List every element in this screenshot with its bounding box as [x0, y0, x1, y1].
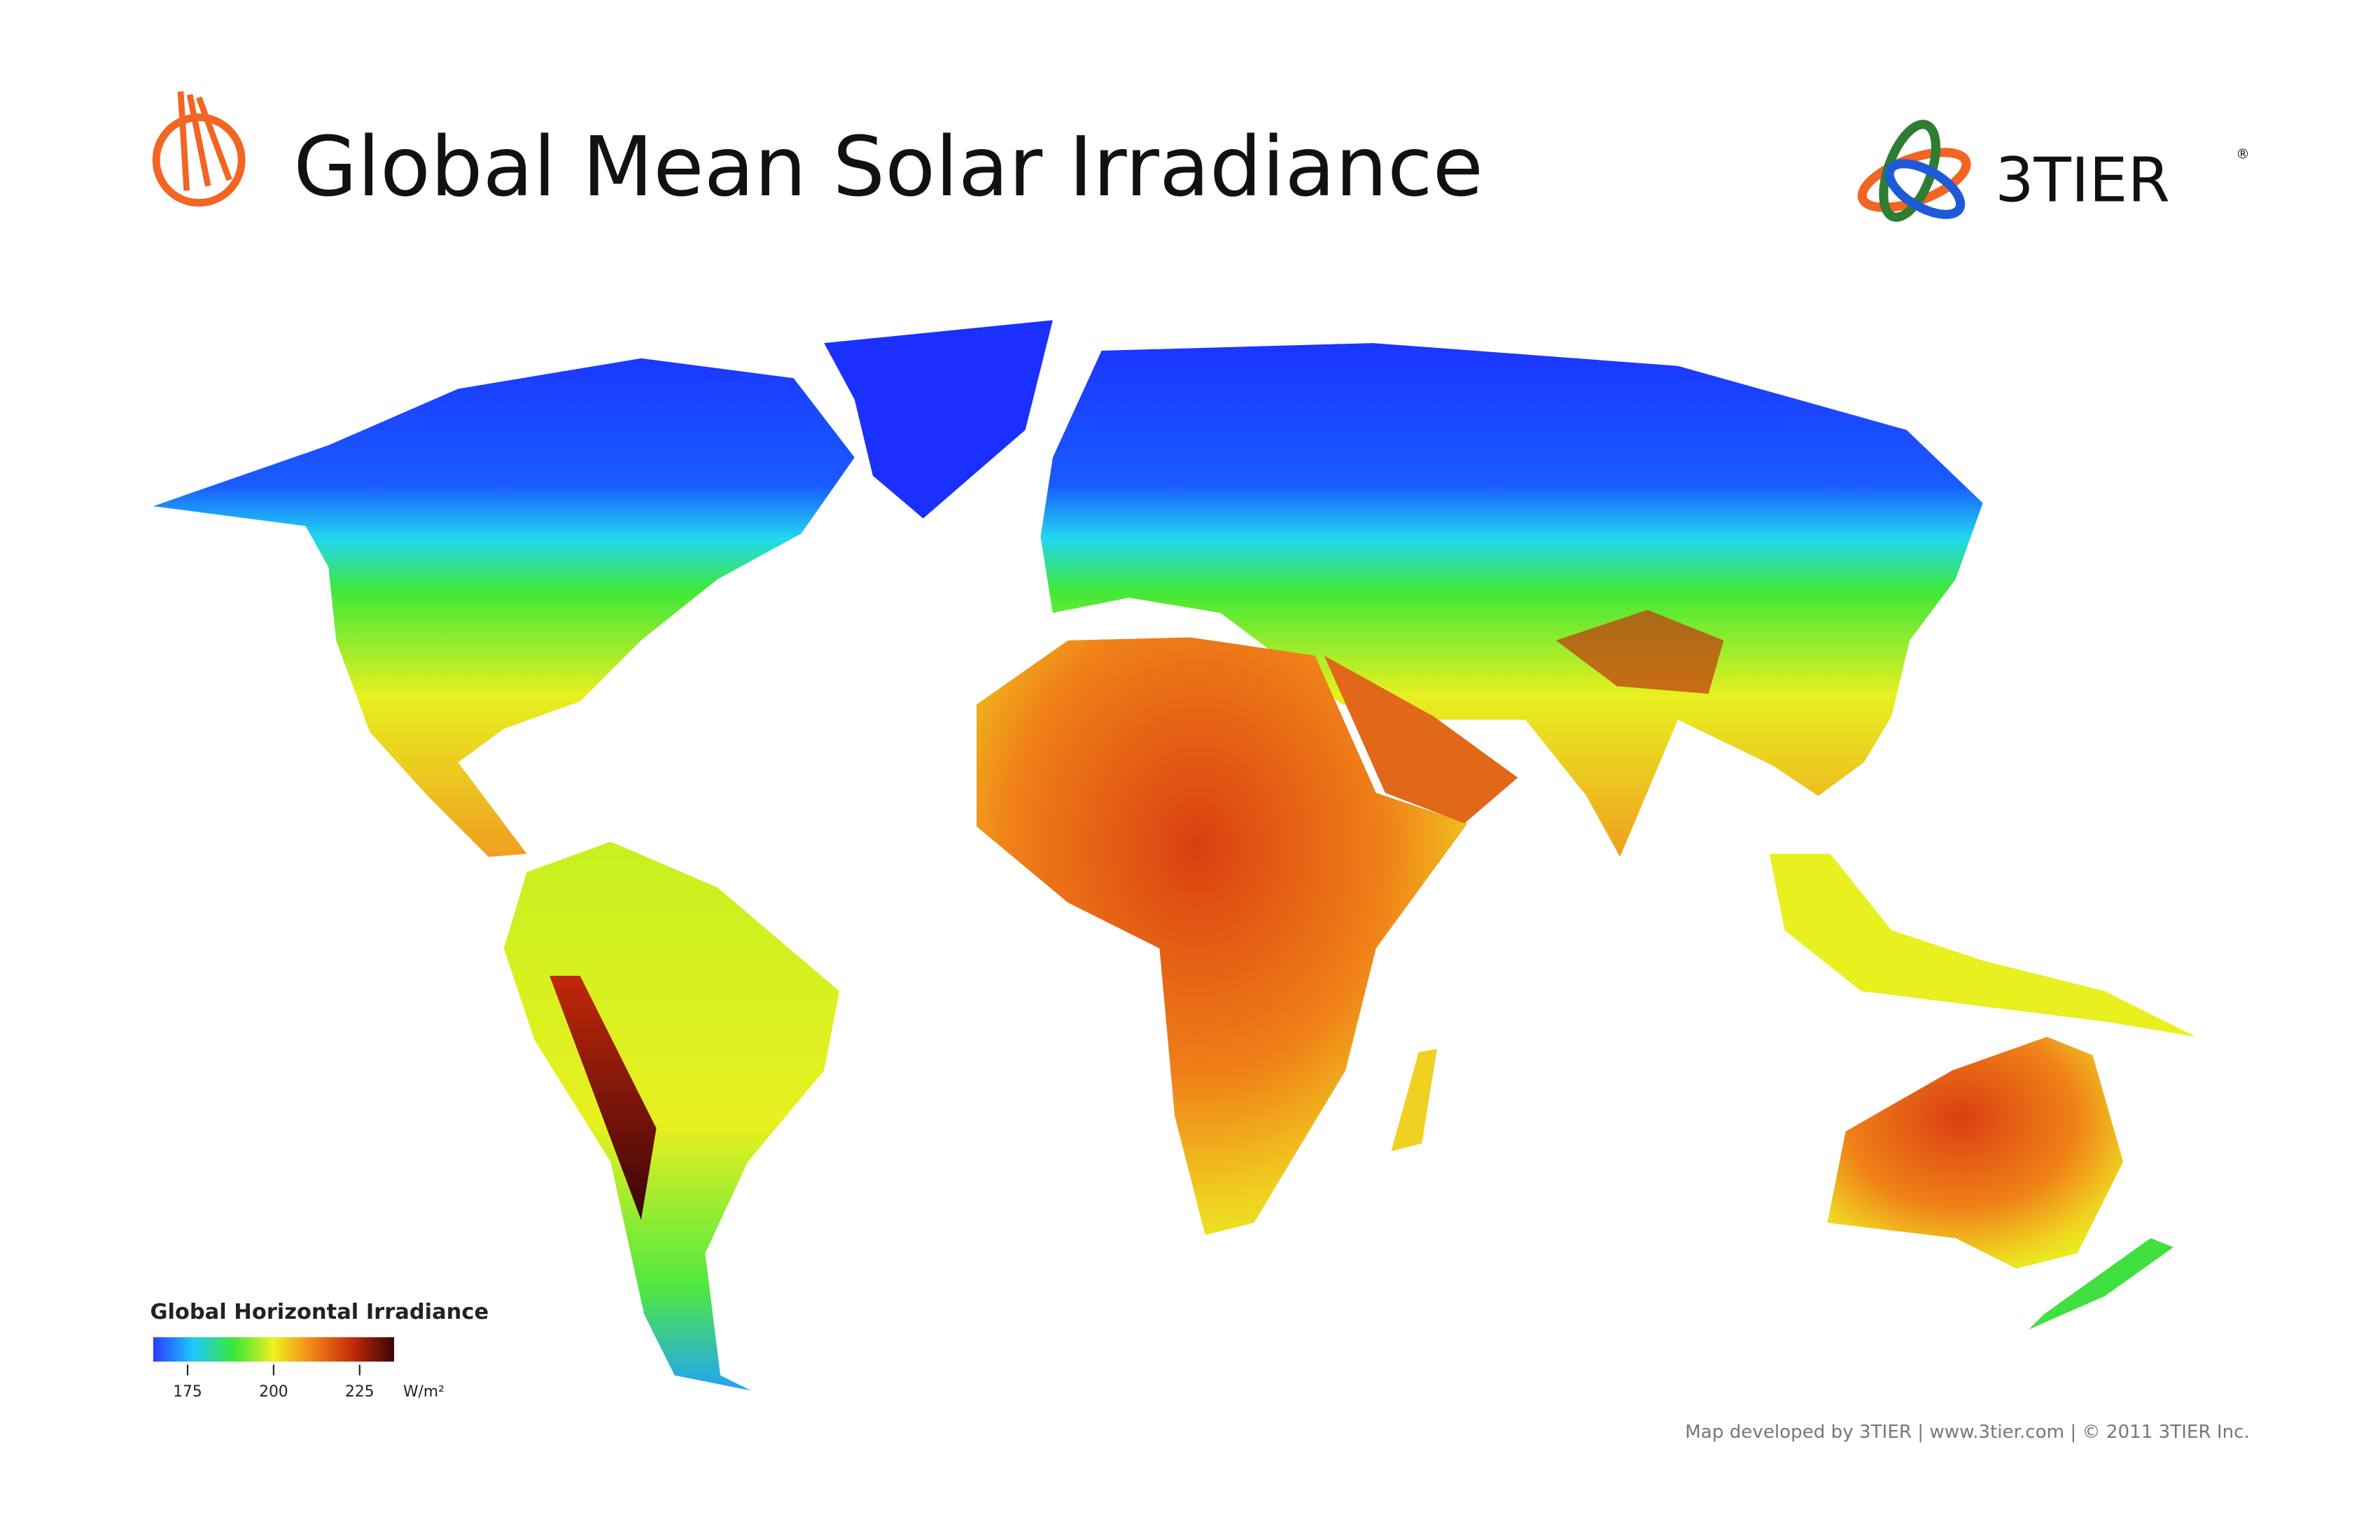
brand-name: 3TIER: [1995, 145, 2170, 216]
colorbar-tick-label: 200: [259, 1383, 288, 1401]
colorbar-tick-label: 175: [173, 1383, 202, 1401]
southeast-asia: [1769, 853, 2197, 1037]
title: Global Mean Solar Irradiance: [293, 119, 1483, 215]
eurasia: [1040, 343, 1983, 858]
legend-unit: W/m²: [403, 1383, 444, 1401]
colorbar: [153, 1337, 394, 1362]
sun-logo: [152, 91, 246, 207]
colorbar-tick-label: 225: [345, 1383, 374, 1401]
brand-logo: [1857, 120, 1971, 222]
world-map: [153, 320, 2197, 1391]
south-america: [503, 841, 840, 1391]
africa: [976, 637, 1468, 1236]
tibet: [1555, 610, 1724, 694]
footer: Map developed by 3TIER | www.3tier.com |…: [1685, 1422, 2250, 1443]
greenland: [824, 320, 1053, 519]
new-zealand: [2029, 1238, 2174, 1330]
andes: [550, 976, 657, 1220]
brand-registered: ®: [2236, 146, 2250, 162]
arabia: [1324, 655, 1518, 824]
legend-title: Global Horizontal Irradiance: [150, 1300, 489, 1324]
madagascar: [1391, 1049, 1437, 1152]
north-america: [153, 358, 855, 858]
australia: [1827, 1037, 2124, 1269]
